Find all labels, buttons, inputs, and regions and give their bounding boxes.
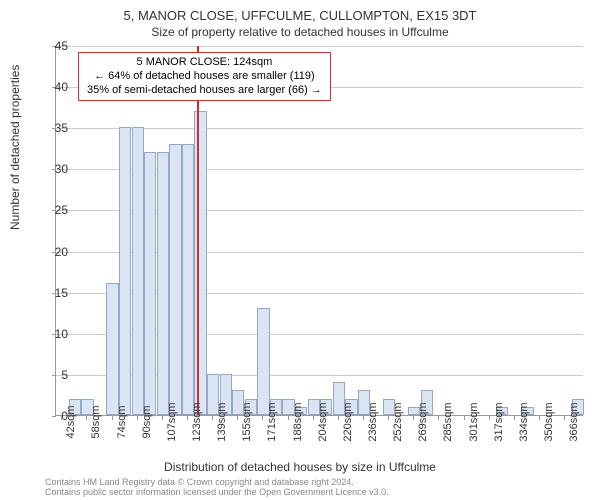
annotation-line2: ← 64% of detached houses are smaller (11… (87, 70, 322, 84)
histogram-bar (182, 144, 194, 415)
y-axis-label: Number of detached properties (8, 65, 22, 230)
chart-title-main: 5, MANOR CLOSE, UFFCULME, CULLOMPTON, EX… (0, 0, 600, 23)
xtick-mark (363, 416, 364, 420)
xtick-label: 155sqm (241, 402, 253, 441)
ytick-label: 25 (28, 203, 68, 217)
xtick-mark (388, 416, 389, 420)
xtick-mark (162, 416, 163, 420)
xtick-mark (262, 416, 263, 420)
ytick-label: 45 (28, 39, 68, 53)
xtick-label: 139sqm (216, 402, 228, 441)
annotation-line1: 5 MANOR CLOSE: 124sqm (87, 56, 322, 70)
xtick-label: 123sqm (191, 402, 203, 441)
xtick-mark (413, 416, 414, 420)
x-axis-label: Distribution of detached houses by size … (0, 460, 600, 474)
histogram-bar (132, 127, 144, 415)
xtick-mark (564, 416, 565, 420)
histogram-bar (119, 127, 131, 415)
ytick-label: 35 (28, 121, 68, 135)
xtick-mark (86, 416, 87, 420)
chart-footer: Contains HM Land Registry data © Crown c… (45, 478, 389, 498)
xtick-mark (112, 416, 113, 420)
annotation-box: 5 MANOR CLOSE: 124sqm ← 64% of detached … (78, 52, 331, 101)
xtick-mark (212, 416, 213, 420)
xtick-mark (61, 416, 62, 420)
histogram-bar (157, 152, 169, 415)
ytick-label: 5 (28, 368, 68, 382)
xtick-label: 269sqm (417, 402, 429, 441)
xtick-mark (539, 416, 540, 420)
chart-container: 5, MANOR CLOSE, UFFCULME, CULLOMPTON, EX… (0, 0, 600, 500)
xtick-mark (338, 416, 339, 420)
xtick-mark (464, 416, 465, 420)
histogram-bar (106, 283, 118, 415)
xtick-label: 285sqm (442, 402, 454, 441)
gridline (56, 46, 583, 47)
ytick-label: 15 (28, 286, 68, 300)
xtick-label: 220sqm (342, 402, 354, 441)
xtick-label: 252sqm (392, 402, 404, 441)
xtick-label: 236sqm (367, 402, 379, 441)
xtick-label: 204sqm (317, 402, 329, 441)
xtick-mark (187, 416, 188, 420)
xtick-label: 334sqm (518, 402, 530, 441)
ytick-label: 10 (28, 327, 68, 341)
ytick-label: 40 (28, 80, 68, 94)
ytick-label: 20 (28, 245, 68, 259)
annotation-line3: 35% of semi-detached houses are larger (… (87, 84, 322, 98)
xtick-mark (514, 416, 515, 420)
xtick-label: 58sqm (90, 405, 102, 438)
xtick-label: 366sqm (568, 402, 580, 441)
xtick-mark (489, 416, 490, 420)
histogram-bar (169, 144, 181, 415)
histogram-bar (257, 308, 269, 415)
xtick-mark (137, 416, 138, 420)
xtick-label: 317sqm (493, 402, 505, 441)
plot-area: 5 MANOR CLOSE: 124sqm ← 64% of detached … (55, 46, 583, 416)
xtick-label: 171sqm (266, 402, 278, 441)
xtick-mark (288, 416, 289, 420)
xtick-label: 74sqm (116, 405, 128, 438)
ytick-label: 30 (28, 162, 68, 176)
marker-line (197, 46, 199, 415)
xtick-label: 42sqm (65, 405, 77, 438)
xtick-label: 301sqm (468, 402, 480, 441)
histogram-bar (144, 152, 156, 415)
xtick-mark (313, 416, 314, 420)
xtick-label: 90sqm (141, 405, 153, 438)
xtick-label: 350sqm (543, 402, 555, 441)
xtick-label: 188sqm (292, 402, 304, 441)
xtick-mark (438, 416, 439, 420)
xtick-mark (237, 416, 238, 420)
chart-title-sub: Size of property relative to detached ho… (0, 23, 600, 39)
xtick-label: 107sqm (166, 402, 178, 441)
footer-line2: Contains public sector information licen… (45, 488, 389, 498)
